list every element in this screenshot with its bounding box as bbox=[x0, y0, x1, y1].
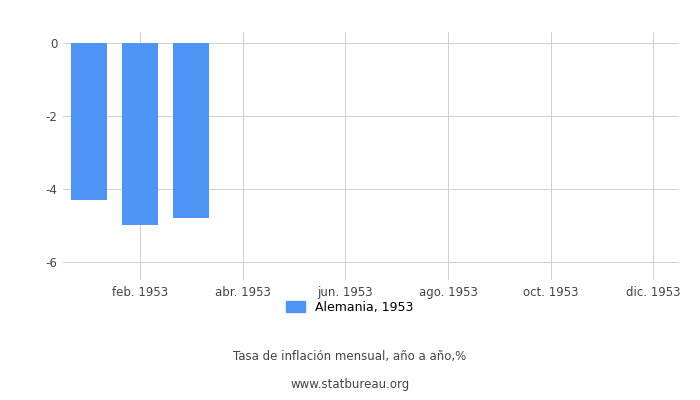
Legend: Alemania, 1953: Alemania, 1953 bbox=[286, 301, 414, 314]
Bar bbox=[174, 43, 209, 218]
Text: Tasa de inflación mensual, año a año,%: Tasa de inflación mensual, año a año,% bbox=[233, 350, 467, 363]
Text: www.statbureau.org: www.statbureau.org bbox=[290, 378, 410, 391]
Bar bbox=[71, 43, 106, 200]
Bar bbox=[122, 43, 158, 225]
